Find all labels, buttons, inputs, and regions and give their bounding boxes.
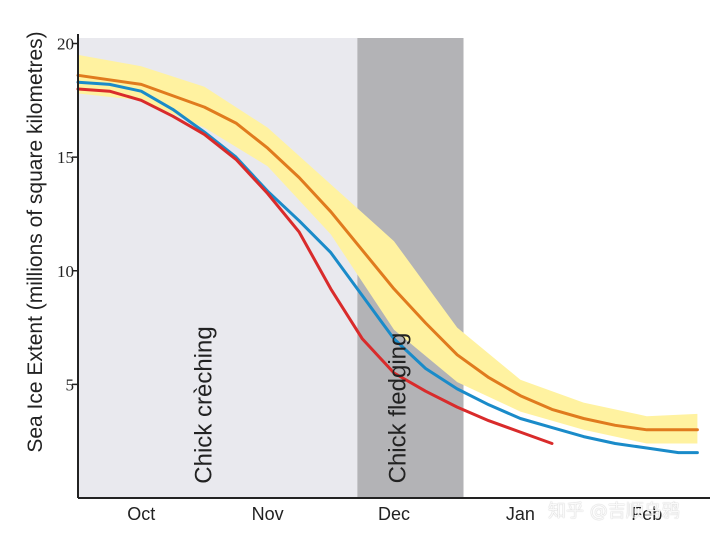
series-line-2 <box>76 80 699 455</box>
axes <box>77 34 710 499</box>
range-band-area <box>78 54 698 444</box>
y-ticks: 5 10 15 20 <box>57 35 78 394</box>
y-tick-label: 15 <box>57 148 74 167</box>
x-ticks: Oct Nov Dec Jan Feb <box>127 504 662 524</box>
phase-labels: Chick crèching Chick fledging <box>190 326 411 483</box>
x-tick-label: Jan <box>506 504 535 524</box>
y-tick-label: 10 <box>57 262 74 281</box>
range-band <box>78 54 698 444</box>
y-tick-label: 20 <box>57 35 74 54</box>
x-tick-label: Feb <box>631 504 662 524</box>
x-tick-label: Oct <box>127 504 155 524</box>
series-lines <box>76 73 699 455</box>
x-tick-label: Dec <box>378 504 410 524</box>
y-tick-label: 5 <box>66 375 75 394</box>
phase-label-2: Chick fledging <box>384 333 411 484</box>
phase-label-1: Chick crèching <box>190 326 217 483</box>
series-line-1 <box>76 73 699 432</box>
watermark: 知乎 @吉顺乌鸦 <box>548 501 680 522</box>
x-tick-label: Nov <box>252 504 284 524</box>
series-line-3 <box>76 87 554 445</box>
y-axis-label: Sea Ice Extent (millions of square kilom… <box>24 31 47 452</box>
